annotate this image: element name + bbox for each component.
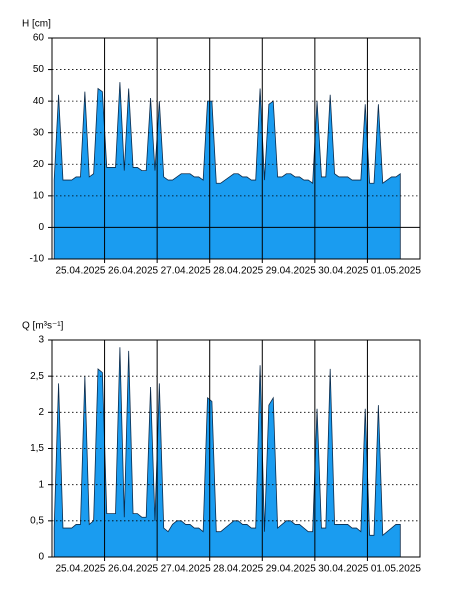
y-axis-title: H [cm] [22, 19, 51, 30]
y-tick-label: 1,5 [30, 443, 44, 454]
x-tick-label: 30.04.2025 [318, 564, 368, 575]
x-tick-label: 28.04.2025 [213, 564, 263, 575]
y-tick-label: 20 [33, 159, 45, 170]
x-tick-label: 01.05.2025 [371, 564, 421, 575]
area [53, 82, 401, 260]
x-tick-label: 26.04.2025 [108, 266, 158, 277]
x-tick-label: 26.04.2025 [108, 564, 158, 575]
y-tick-label: 40 [33, 96, 45, 107]
y-axis-title: Q [m³s⁻¹] [22, 321, 64, 332]
y-tick-label: 1 [38, 479, 44, 490]
x-tick-label: 29.04.2025 [266, 266, 316, 277]
plot-frame [51, 339, 421, 558]
y-tick-label: 3 [38, 335, 44, 346]
y-tick-label: 2,5 [30, 371, 44, 382]
area [53, 347, 401, 558]
x-tick-label: 25.04.2025 [55, 564, 105, 575]
y-tick-label: 0 [38, 222, 44, 233]
y-tick-label: 0 [38, 552, 44, 563]
x-tick-label: 28.04.2025 [213, 266, 263, 277]
y-tick-label: 2 [38, 407, 44, 418]
x-tick-label: 30.04.2025 [318, 266, 368, 277]
x-tick-label: 27.04.2025 [161, 266, 211, 277]
plot-frame [51, 37, 421, 260]
x-tick-label: 25.04.2025 [55, 266, 105, 277]
y-tick-label: 30 [33, 127, 45, 138]
y-tick-label: 60 [33, 33, 45, 44]
y-tick-label: 0,5 [30, 515, 44, 526]
y-tick-label: 10 [33, 190, 45, 201]
x-tick-label: 29.04.2025 [266, 564, 316, 575]
x-tick-label: 27.04.2025 [161, 564, 211, 575]
y-tick-label: -10 [30, 254, 45, 265]
y-tick-label: 50 [33, 64, 45, 75]
x-tick-label: 01.05.2025 [371, 266, 421, 277]
